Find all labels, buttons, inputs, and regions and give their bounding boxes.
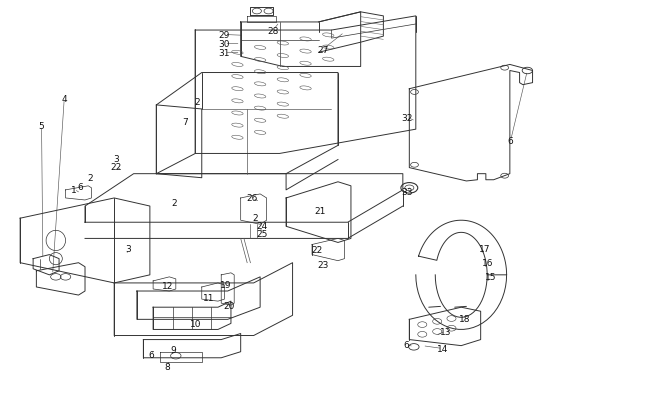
Text: 2: 2 xyxy=(253,213,259,222)
Text: 13: 13 xyxy=(440,327,451,336)
Text: 29: 29 xyxy=(219,31,230,40)
Text: 21: 21 xyxy=(314,206,326,215)
Text: 33: 33 xyxy=(401,188,413,196)
Text: 8: 8 xyxy=(164,362,170,371)
Text: 23: 23 xyxy=(317,260,329,270)
Text: 1: 1 xyxy=(71,185,77,194)
Text: 3: 3 xyxy=(125,245,131,254)
Text: 28: 28 xyxy=(267,26,279,36)
Text: 12: 12 xyxy=(162,281,173,290)
Text: 15: 15 xyxy=(486,273,497,281)
Text: 11: 11 xyxy=(203,293,214,302)
Text: 2: 2 xyxy=(172,198,177,207)
Text: 14: 14 xyxy=(437,344,448,353)
Text: 22: 22 xyxy=(311,246,322,255)
Text: 9: 9 xyxy=(170,345,176,354)
Text: 16: 16 xyxy=(482,258,493,268)
Text: 19: 19 xyxy=(220,280,231,289)
Text: 2: 2 xyxy=(87,174,93,183)
Text: 4: 4 xyxy=(62,95,67,104)
Text: 20: 20 xyxy=(224,302,235,311)
Text: 7: 7 xyxy=(183,118,188,127)
Text: 25: 25 xyxy=(256,230,268,239)
Text: 22: 22 xyxy=(111,163,122,172)
Text: 27: 27 xyxy=(317,45,329,54)
Text: 6: 6 xyxy=(148,351,154,360)
Text: 17: 17 xyxy=(479,244,490,253)
Text: 10: 10 xyxy=(190,319,202,328)
Text: 6: 6 xyxy=(77,182,83,191)
Text: 26: 26 xyxy=(246,194,258,203)
Text: 3: 3 xyxy=(113,155,119,164)
Text: 24: 24 xyxy=(257,222,268,230)
Text: 5: 5 xyxy=(39,122,44,131)
Text: 6: 6 xyxy=(404,340,410,349)
Text: 31: 31 xyxy=(218,49,230,58)
Text: 18: 18 xyxy=(460,314,471,323)
Text: 2: 2 xyxy=(194,98,200,107)
Text: 32: 32 xyxy=(401,113,412,122)
Text: 30: 30 xyxy=(218,40,230,49)
Text: 6: 6 xyxy=(508,137,514,146)
